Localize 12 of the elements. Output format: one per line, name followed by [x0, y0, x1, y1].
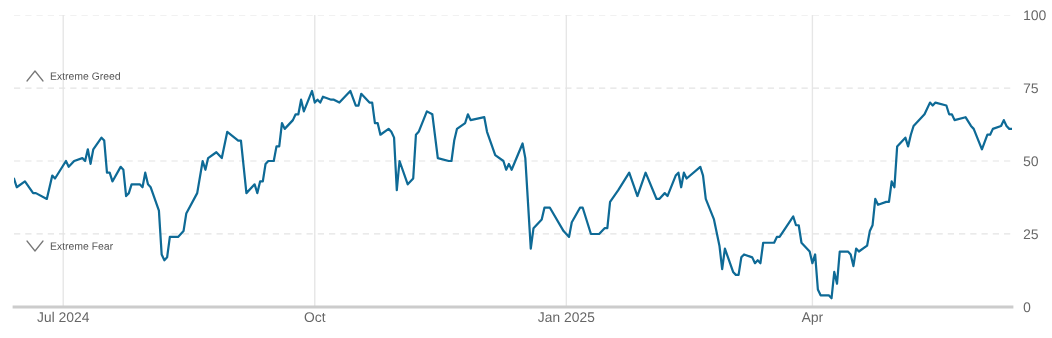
annotation: Extreme Greed — [50, 72, 120, 80]
y-tick-label: 0 — [1023, 302, 1031, 313]
y-tick-label: 25 — [1023, 229, 1038, 240]
y-tick-label: 100 — [1024, 10, 1046, 21]
line-series — [14, 89, 1012, 300]
x-tick-label: Oct — [304, 312, 326, 323]
x-tick-label: Apr — [801, 312, 823, 325]
y-tick-label: 50 — [1023, 156, 1039, 167]
x-tick-label: Jan 2025 — [537, 312, 595, 323]
annotation: Extreme Fear — [50, 242, 113, 250]
y-tick-label: 75 — [1023, 83, 1038, 94]
x-tick-label: Jul 2024 — [37, 311, 90, 323]
